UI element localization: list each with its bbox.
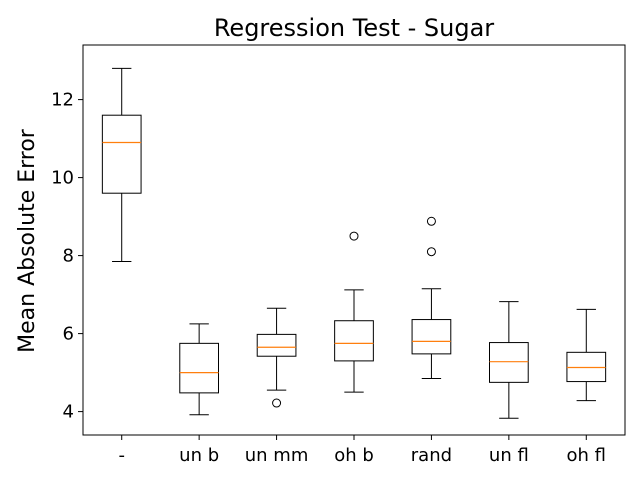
outlier-point	[426, 216, 436, 226]
y-tick-label: 12	[51, 90, 74, 111]
box-iqr	[489, 342, 529, 383]
x-tick-label: oh fl	[567, 445, 606, 466]
x-tick-label: rand	[411, 445, 452, 466]
x-tick-label: un fl	[489, 445, 529, 466]
box-iqr	[179, 342, 220, 394]
plot-frame	[82, 44, 626, 436]
y-tick-label: 6	[63, 324, 74, 345]
plot-area: 4 6 8 10 12 - un b un mm oh b rand un fl oh fl	[51, 67, 607, 466]
box-iqr	[101, 114, 142, 194]
x-tick-label: un b	[179, 445, 219, 466]
x-tick-label: -	[118, 445, 125, 466]
y-tick-label: 10	[51, 168, 74, 189]
y-tick-label: 4	[63, 402, 74, 423]
chart-title: Regression Test - Sugar	[214, 14, 494, 42]
x-tick-label: oh b	[334, 445, 374, 466]
box-iqr	[256, 333, 297, 357]
outlier-point	[426, 247, 436, 257]
outlier-point	[272, 398, 282, 408]
outlier-point	[349, 231, 359, 241]
y-tick-label: 8	[63, 246, 74, 267]
x-tick-label: un mm	[245, 445, 309, 466]
y-axis-label: Mean Absolute Error	[15, 128, 40, 353]
box-iqr	[411, 319, 452, 355]
box-iqr	[334, 320, 374, 362]
